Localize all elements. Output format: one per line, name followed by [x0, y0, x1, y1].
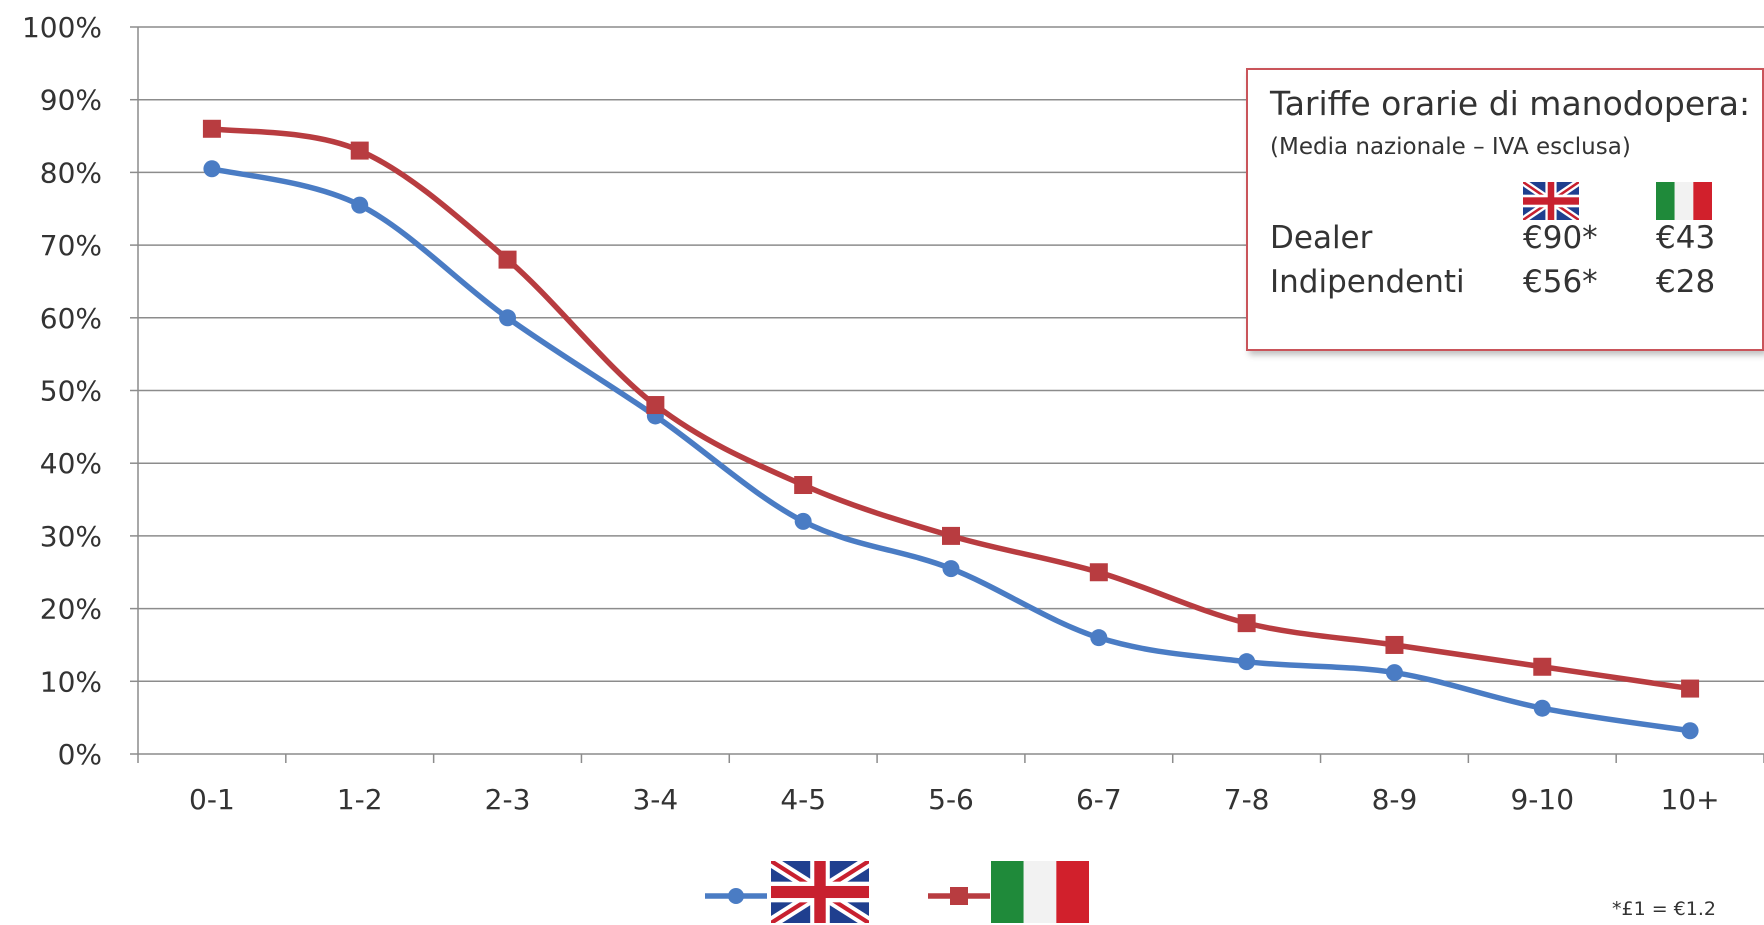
dealer-it-rate: €43	[1656, 220, 1716, 256]
data-point-it	[1533, 657, 1552, 676]
data-point-uk	[351, 196, 369, 214]
y-tick-label: 60%	[40, 302, 102, 335]
data-point-uk	[794, 512, 812, 530]
series-lines	[202, 119, 1700, 740]
x-tick-label: 10+	[1661, 783, 1720, 816]
data-point-it	[794, 476, 813, 495]
data-point-it	[1385, 635, 1404, 654]
x-tick-label: 4-5	[780, 783, 826, 816]
gridlines	[138, 26, 1764, 683]
labour-rates-title: Tariffe orarie di manodopera:	[1270, 84, 1751, 123]
data-point-uk	[1090, 629, 1108, 647]
row-label-dealer: Dealer	[1270, 220, 1373, 256]
data-point-it	[646, 396, 665, 415]
data-point-it	[942, 526, 960, 545]
row-label-indipendenti: Indipendenti	[1270, 264, 1465, 300]
data-point-uk	[1385, 664, 1403, 682]
data-point-it	[350, 141, 369, 160]
legend	[705, 861, 1089, 923]
y-tick-label: 50%	[40, 375, 102, 408]
data-point-it	[1681, 679, 1700, 698]
legend-marker-it	[950, 887, 968, 905]
x-tick-label: 2-3	[485, 783, 531, 816]
data-point-uk	[203, 160, 221, 178]
dealer-uk-rate: €90*	[1523, 220, 1598, 256]
data-point-it	[202, 119, 221, 138]
uk-flag-icon	[1523, 182, 1579, 220]
y-tick-label: 30%	[40, 520, 102, 553]
series-line-it	[209, 126, 1693, 692]
y-tick-label: 100%	[22, 11, 102, 44]
data-point-uk	[1533, 699, 1551, 717]
indipendenti-uk-rate: €56*	[1523, 264, 1598, 300]
axes	[130, 26, 1764, 763]
y-tick-label: 40%	[40, 447, 102, 480]
labour-rates-box: Tariffe orarie di manodopera: (Media naz…	[1246, 68, 1764, 351]
y-tick-label: 20%	[40, 593, 102, 626]
x-tick-label: 7-8	[1224, 783, 1270, 816]
x-tick-label: 9-10	[1510, 783, 1574, 816]
data-point-it	[1237, 614, 1256, 633]
currency-footnote: *£1 = €1.2	[1612, 898, 1716, 920]
y-tick-label: 80%	[40, 156, 102, 189]
y-tick-label: 10%	[40, 665, 102, 698]
indipendenti-it-rate: €28	[1656, 264, 1716, 300]
data-point-uk	[499, 309, 517, 327]
x-tick-label: 6-7	[1076, 783, 1122, 816]
x-tick-label: 8-9	[1372, 783, 1418, 816]
y-tick-label: 90%	[40, 84, 102, 117]
tick-labels: 0% 10% 20% 30% 40% 50% 60% 70% 80% 90% 100% 0-1 1-2 2…	[22, 11, 1720, 816]
x-tick-label: 1-2	[337, 783, 383, 816]
data-point-uk	[1681, 722, 1699, 740]
y-tick-label: 70%	[40, 229, 102, 262]
data-point-it	[1089, 563, 1108, 582]
legend-marker-uk	[728, 888, 744, 904]
x-tick-label: 0-1	[189, 783, 235, 816]
legend-italy-flag-icon	[991, 861, 1089, 923]
italy-flag-icon	[1656, 182, 1712, 220]
y-tick-label: 0%	[58, 738, 102, 771]
data-point-uk	[1238, 653, 1256, 671]
x-tick-label: 5-6	[928, 783, 974, 816]
x-tick-label: 3-4	[632, 783, 678, 816]
data-point-uk	[942, 560, 960, 578]
legend-uk-flag-icon	[771, 861, 869, 923]
labour-rates-subtitle: (Media nazionale – IVA esclusa)	[1270, 134, 1631, 160]
data-point-it	[498, 250, 517, 269]
